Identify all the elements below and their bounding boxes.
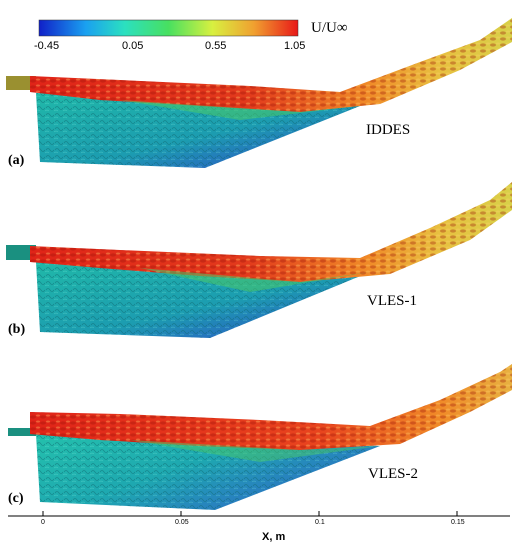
panel-a-plate [6,76,36,90]
panel-a-visualization [6,18,512,168]
panel-b-visualization [6,182,512,338]
colorbar-tick-label: 0.55 [205,40,227,52]
panel-c-tag: (c) [8,491,24,506]
panel-c-method-label: VLES-2 [368,466,418,482]
x-axis-tick-label: 0 [41,519,45,526]
colorbar-tick-label: 1.05 [284,40,306,52]
x-axis-tick-label: 0.05 [175,519,189,526]
panel-a-method-label: IDDES [366,122,411,138]
panel-c-visualization [8,364,512,510]
panel-b-method-label: VLES-1 [367,293,417,309]
panel-b-tag: (b) [8,322,26,337]
colorbar [38,19,299,37]
x-axis [8,511,510,517]
panel-c-plate [8,428,36,436]
x-axis-title: X, m [262,531,286,543]
panel-a-tag: (a) [8,153,25,168]
x-axis-tick-label: 0.1 [315,519,325,526]
x-axis-tick-label: 0.15 [451,519,465,526]
panel-b-plate [6,245,36,260]
colorbar-title: U/U∞ [311,20,348,36]
colorbar-tick-label: 0.05 [122,40,144,52]
colorbar-tick-label: -0.45 [34,40,60,52]
